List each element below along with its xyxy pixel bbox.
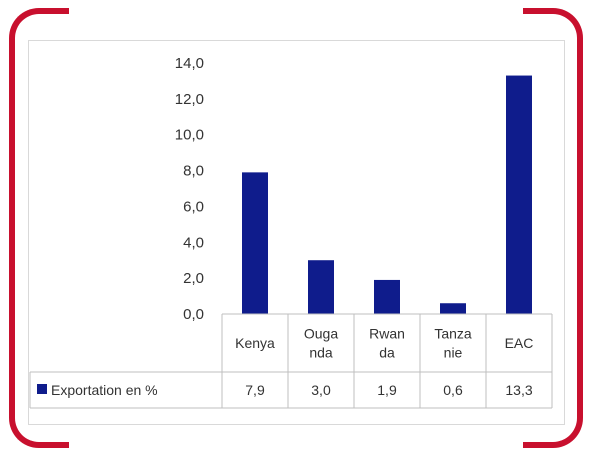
category-label-tanzanie: Tanza nie bbox=[434, 326, 472, 361]
table-value-eac: 13,3 bbox=[505, 382, 532, 398]
bar-ouganda bbox=[308, 260, 334, 314]
y-tick-label: 2,0 bbox=[183, 270, 204, 287]
y-tick-label: 14,0 bbox=[175, 55, 204, 72]
bar-tanzanie bbox=[440, 303, 466, 314]
category-label-rwanda: Rwan da bbox=[369, 326, 405, 361]
bar-rwanda bbox=[374, 279, 400, 314]
left-bracket-decoration bbox=[9, 8, 69, 448]
table-value-ouganda: 3,0 bbox=[311, 382, 331, 398]
category-label-kenya: Kenya bbox=[235, 335, 275, 351]
y-tick-label: 8,0 bbox=[183, 163, 204, 180]
series-name: Exportation en % bbox=[51, 382, 158, 398]
y-tick-label: 4,0 bbox=[183, 234, 204, 251]
right-bracket-decoration bbox=[523, 8, 583, 448]
y-tick-label: 10,0 bbox=[175, 127, 204, 144]
category-label-eac: EAC bbox=[505, 335, 534, 351]
category-label-ouganda: Ouga nda bbox=[304, 326, 338, 361]
bar-kenya bbox=[242, 172, 268, 314]
table-value-rwanda: 1,9 bbox=[377, 382, 397, 398]
table-value-kenya: 7,9 bbox=[245, 382, 265, 398]
table-value-tanzanie: 0,6 bbox=[443, 382, 463, 398]
y-tick-label: 0,0 bbox=[183, 306, 204, 323]
legend-key bbox=[37, 384, 47, 394]
y-tick-label: 6,0 bbox=[183, 198, 204, 215]
bar-eac bbox=[506, 75, 532, 314]
y-tick-label: 12,0 bbox=[175, 91, 204, 108]
chart-frame bbox=[28, 40, 565, 425]
